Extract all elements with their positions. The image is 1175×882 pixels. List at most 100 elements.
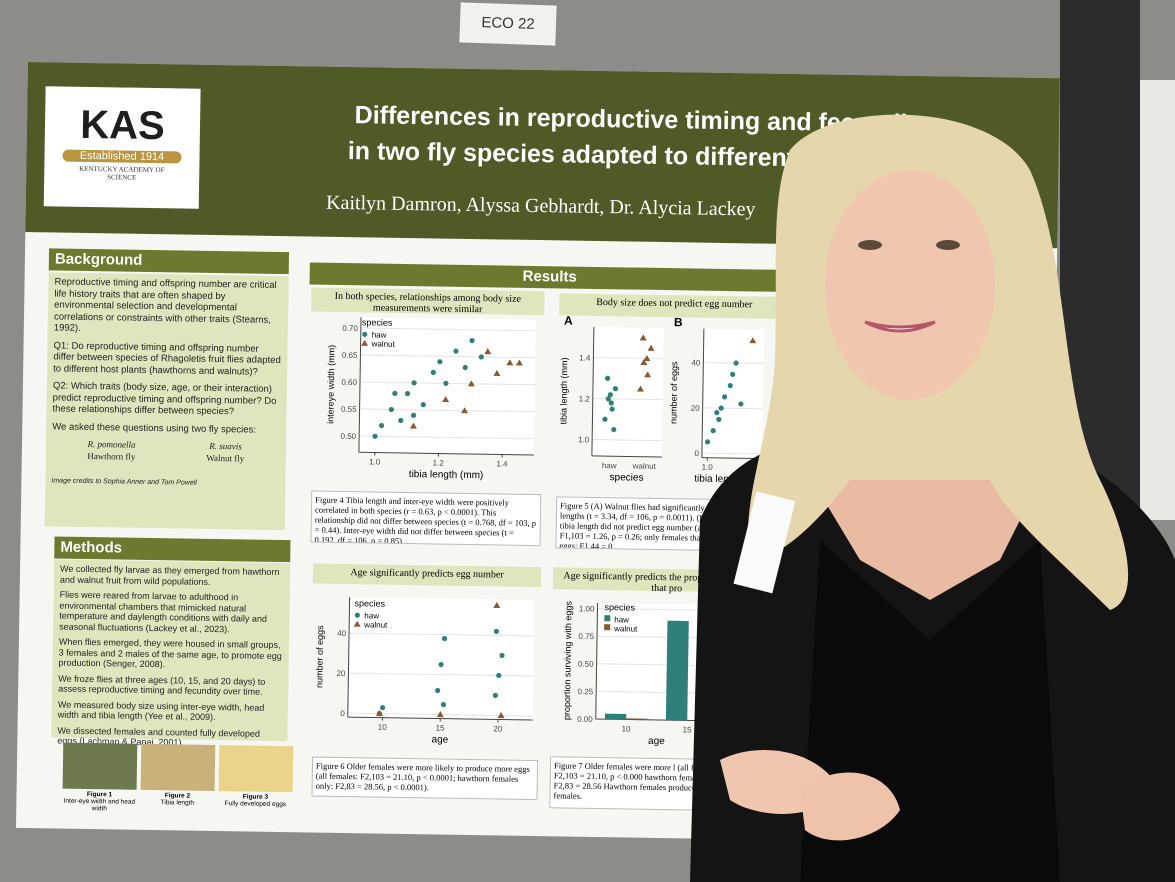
y-tick-label: 0.65 — [342, 351, 358, 360]
point — [730, 371, 736, 377]
y-tick-label: 1.4 — [579, 353, 591, 362]
point — [430, 369, 436, 376]
point — [436, 711, 444, 718]
point — [499, 652, 505, 659]
point — [398, 417, 404, 424]
point — [379, 422, 385, 429]
point — [738, 401, 744, 407]
point — [644, 371, 652, 378]
legend-label: walnut — [363, 620, 388, 629]
point — [710, 428, 716, 434]
point — [722, 394, 728, 400]
legend-label: walnut — [613, 624, 638, 633]
y-axis-label: proportion surviving with eggs — [562, 600, 574, 720]
legend-title: species — [354, 598, 385, 608]
y-tick-label: 20 — [336, 669, 346, 678]
chest — [800, 460, 1050, 600]
neighbor-poster — [1140, 80, 1175, 520]
point — [435, 687, 441, 694]
point — [714, 409, 720, 416]
point — [727, 383, 733, 389]
x-tick-label: 1.0 — [702, 463, 714, 472]
y-axis-label: tibia length (mm) — [558, 357, 569, 424]
point — [612, 386, 619, 392]
poster: KAS Established 1914 KENTUCKY ACADEMY OF… — [15, 62, 1060, 845]
legend-title: species — [362, 317, 393, 327]
point — [492, 692, 499, 699]
point — [643, 354, 651, 362]
point — [718, 405, 724, 411]
bar — [626, 718, 648, 720]
grid-line — [360, 327, 536, 332]
point — [639, 334, 647, 341]
point — [493, 601, 501, 608]
y-tick-label: 0.60 — [341, 378, 357, 387]
point — [602, 416, 608, 422]
x-tick-label: 10 — [378, 723, 388, 732]
grid-line — [349, 632, 535, 637]
axis — [358, 451, 534, 456]
axis — [347, 716, 533, 721]
y-tick-label: 40 — [691, 358, 701, 367]
grid-line — [359, 408, 535, 413]
point — [437, 359, 443, 365]
eye — [858, 240, 882, 250]
eye — [936, 240, 960, 250]
point — [442, 396, 450, 403]
y-tick-label: 0.50 — [578, 659, 594, 668]
point — [404, 391, 411, 397]
point — [647, 344, 655, 351]
legend-swatch — [604, 624, 611, 631]
point — [467, 380, 475, 387]
legend-swatch — [604, 615, 611, 622]
x-axis-label: age — [431, 734, 448, 745]
name-tag — [733, 491, 796, 594]
panel-letter: B — [674, 315, 683, 329]
y-axis-label: number of eggs — [314, 625, 325, 688]
grid-line — [701, 452, 762, 455]
x-tick-label: 15 — [436, 723, 446, 732]
axis — [595, 603, 599, 720]
point — [478, 354, 484, 360]
axis — [347, 597, 351, 718]
x-tick-label: 1.2 — [433, 458, 445, 467]
x-tick-label: walnut — [632, 462, 657, 471]
point — [353, 620, 361, 627]
point — [375, 710, 383, 717]
point — [362, 331, 368, 337]
point — [484, 348, 492, 355]
x-tick-label: 1.0 — [369, 457, 381, 466]
point — [361, 339, 369, 346]
bar — [604, 713, 627, 720]
point — [704, 439, 711, 445]
y-tick-label: 20 — [691, 404, 701, 413]
y-tick-label: 0.70 — [342, 324, 358, 333]
point — [420, 402, 426, 408]
legend-label: haw — [614, 615, 629, 624]
y-tick-label: 0.25 — [578, 687, 594, 696]
face — [825, 170, 995, 400]
grid-line — [348, 672, 534, 677]
y-tick-label: 1.00 — [579, 604, 595, 613]
y-tick-label: 0.50 — [341, 432, 357, 441]
point — [733, 360, 739, 366]
y-tick-label: 0 — [694, 449, 699, 458]
x-tick-label: 1.4 — [496, 459, 508, 468]
y-tick-label: 0.55 — [341, 405, 357, 414]
axis — [701, 328, 705, 458]
point — [443, 380, 449, 387]
plot-area — [347, 597, 535, 721]
grid-line — [702, 407, 763, 410]
hand — [800, 772, 900, 841]
axis — [591, 326, 595, 456]
point — [608, 400, 614, 406]
panel-letter: A — [564, 313, 573, 327]
point — [611, 427, 617, 433]
point — [607, 392, 613, 398]
point — [388, 406, 395, 413]
charts: 0.50 0.55 0.60 0.65 0.70 1.0 1.2 1.4 tibia lengt… — [314, 313, 769, 747]
x-axis-label: age — [648, 736, 665, 747]
point — [392, 390, 398, 397]
